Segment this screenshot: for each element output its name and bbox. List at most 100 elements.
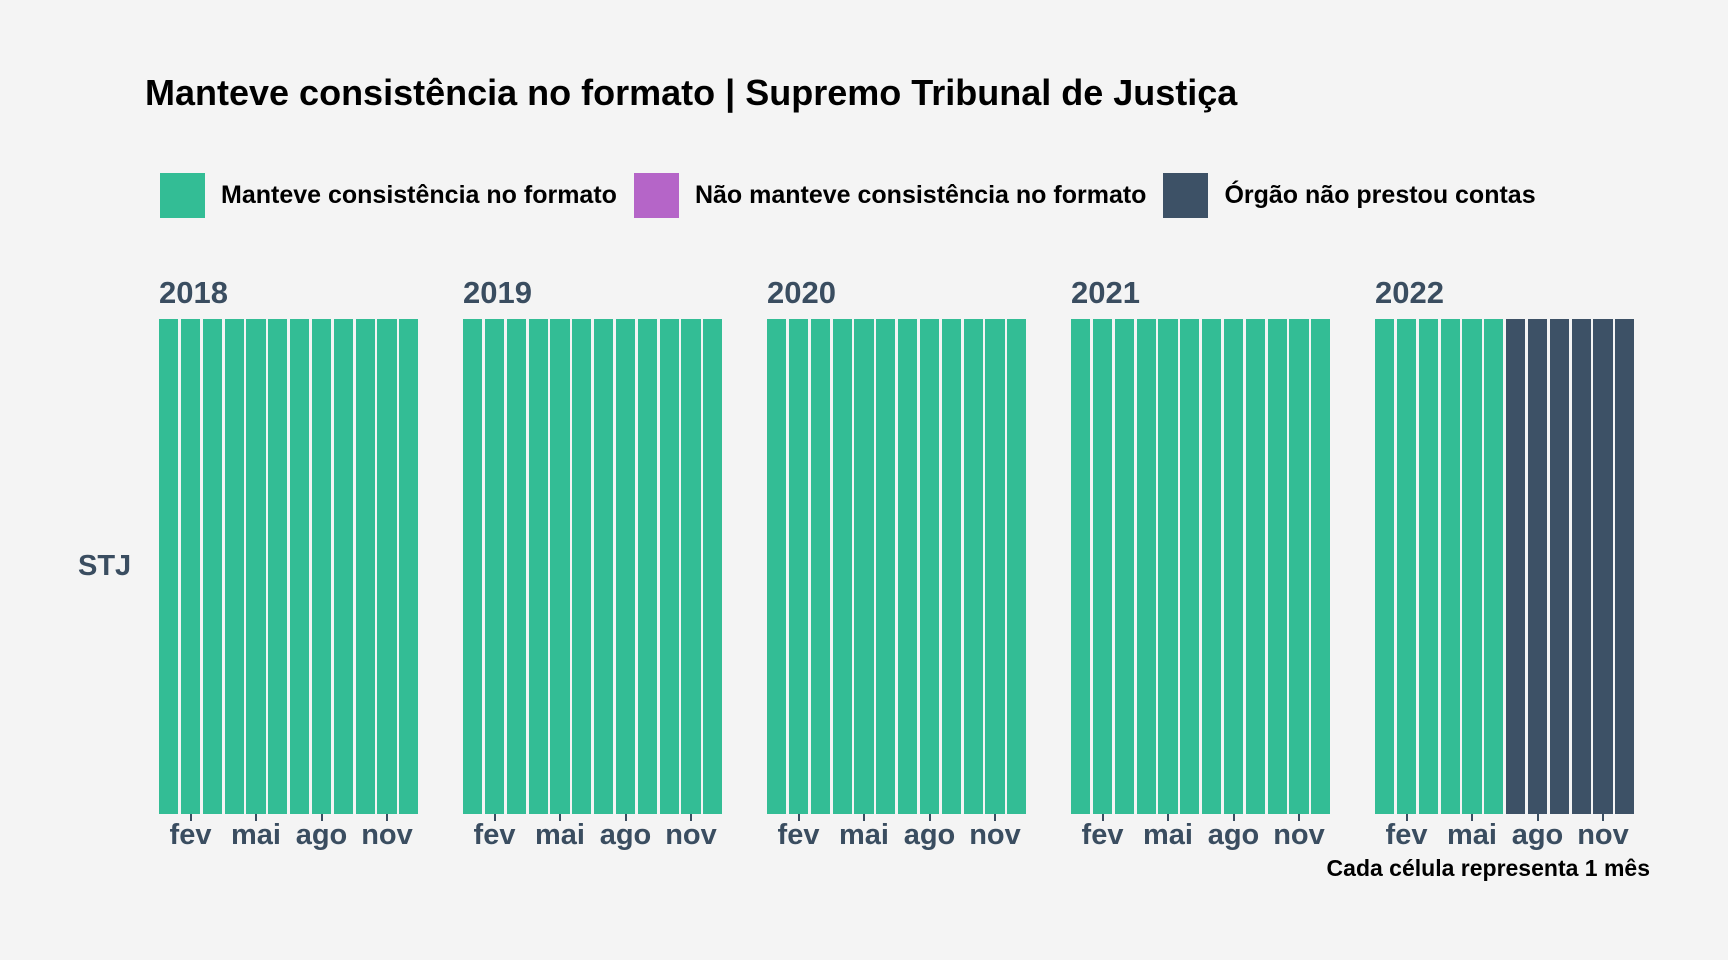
x-tick-mark xyxy=(559,814,561,821)
legend-item-no-report: Órgão não prestou contas xyxy=(1163,172,1536,218)
x-tick-label: mai xyxy=(839,819,889,851)
panel-year-label: 2020 xyxy=(767,275,836,310)
heatmap-cell xyxy=(1223,319,1244,814)
heatmap-cell xyxy=(1506,319,1526,814)
x-tick-label: fev xyxy=(473,819,516,851)
x-tick-label: ago xyxy=(599,819,652,851)
heatmap-cell xyxy=(854,319,874,814)
heatmap-cell xyxy=(1440,319,1460,814)
heatmap-cell xyxy=(1549,319,1569,814)
x-tick-label: ago xyxy=(295,819,348,851)
x-tick-label: mai xyxy=(1447,819,1497,851)
heatmap-cell xyxy=(1571,319,1591,814)
x-tick-mark xyxy=(1167,814,1169,821)
legend-swatch-inconsistent xyxy=(633,172,679,218)
heatmap-cell xyxy=(1527,319,1548,814)
heatmap-cell xyxy=(919,319,940,814)
heatmap-cell xyxy=(1484,319,1504,814)
x-tick-mark xyxy=(493,814,496,821)
x-tick-mark xyxy=(624,814,627,821)
heatmap-cell xyxy=(159,319,179,814)
heatmap-cell xyxy=(594,319,614,814)
x-tick-label: fev xyxy=(1385,819,1428,851)
heatmap-cell xyxy=(1202,319,1222,814)
panel-cells xyxy=(1071,319,1333,814)
panel-cells xyxy=(1375,319,1637,814)
heatmap-cell xyxy=(224,319,244,814)
heatmap-cell xyxy=(202,319,222,814)
heatmap-cell xyxy=(484,319,505,814)
x-tick-label: nov xyxy=(665,819,717,851)
heatmap-cell xyxy=(963,319,983,814)
panel-2022: 2022 fev mai ago nov xyxy=(1375,270,1637,860)
heatmap-cell xyxy=(703,319,723,814)
heatmap-cell xyxy=(1180,319,1200,814)
x-tick-mark xyxy=(797,814,800,821)
legend-swatch-no-report xyxy=(1163,172,1209,218)
x-tick-label: nov xyxy=(1577,819,1629,851)
panel-2018: 2018 fev mai ago nov xyxy=(159,270,421,860)
x-tick-mark xyxy=(1405,814,1408,821)
heatmap-cell xyxy=(637,319,657,814)
panel-year-label: 2019 xyxy=(463,275,532,310)
x-tick-label: ago xyxy=(903,819,956,851)
caption: Cada célula representa 1 mês xyxy=(1326,855,1650,881)
heatmap-cell xyxy=(180,319,201,814)
heatmap-cell xyxy=(399,319,419,814)
heatmap-cell xyxy=(463,319,483,814)
x-tick-mark xyxy=(1232,814,1235,821)
legend-item-inconsistent: Não manteve consistência no formato xyxy=(633,172,1147,218)
x-tick-label: fev xyxy=(169,819,212,851)
panel-2020: 2020 fev mai ago nov xyxy=(767,270,1029,860)
x-tick-label: nov xyxy=(1273,819,1325,851)
heatmap-cell xyxy=(1418,319,1438,814)
heatmap-cell xyxy=(246,319,266,814)
heatmap-cell xyxy=(1158,319,1178,814)
legend-label-consistent: Manteve consistência no formato xyxy=(221,180,617,209)
heatmap-cell xyxy=(333,319,353,814)
heatmap-cell xyxy=(377,319,397,814)
heatmap-cell xyxy=(1267,319,1287,814)
heatmap-cell xyxy=(898,319,918,814)
panel-cells xyxy=(463,319,725,814)
x-tick-mark xyxy=(320,814,323,821)
panel-cells xyxy=(767,319,1029,814)
heatmap-cell xyxy=(1007,319,1027,814)
heatmap-cell xyxy=(1289,319,1309,814)
heatmap-cell xyxy=(1615,319,1635,814)
x-tick-label: fev xyxy=(1081,819,1124,851)
x-tick-label: nov xyxy=(969,819,1021,851)
heatmap-cell xyxy=(506,319,526,814)
heatmap-cell xyxy=(788,319,809,814)
heatmap-cell xyxy=(1092,319,1113,814)
x-tick-label: fev xyxy=(777,819,820,851)
legend-label-no-report: Órgão não prestou contas xyxy=(1224,180,1536,209)
heatmap-cell xyxy=(659,319,679,814)
heatmap-cell xyxy=(615,319,636,814)
heatmap-cell xyxy=(1311,319,1331,814)
x-tick-label: ago xyxy=(1207,819,1260,851)
heatmap-cell xyxy=(268,319,288,814)
heatmap-cell xyxy=(941,319,961,814)
x-tick-mark xyxy=(386,814,388,821)
chart-title: Manteve consistência no formato | Suprem… xyxy=(145,72,1238,113)
legend: Manteve consistência no formato Não mant… xyxy=(160,172,1553,218)
heatmap-cell xyxy=(876,319,896,814)
heatmap-cell xyxy=(1136,319,1156,814)
x-tick-mark xyxy=(1602,814,1604,821)
legend-label-inconsistent: Não manteve consistência no formato xyxy=(694,180,1147,209)
row-label: STJ xyxy=(78,550,132,582)
x-tick-mark xyxy=(255,814,257,821)
x-tick-mark xyxy=(1101,814,1104,821)
heatmap-cell xyxy=(832,319,852,814)
heatmap-cell xyxy=(1114,319,1134,814)
x-tick-mark xyxy=(1471,814,1473,821)
panel-year-label: 2018 xyxy=(159,275,228,310)
x-tick-label: mai xyxy=(535,819,585,851)
x-tick-mark xyxy=(1298,814,1300,821)
heatmap-cell xyxy=(1071,319,1091,814)
x-tick-mark xyxy=(1536,814,1539,821)
panel-cells xyxy=(159,319,421,814)
heatmap-cell xyxy=(290,319,310,814)
